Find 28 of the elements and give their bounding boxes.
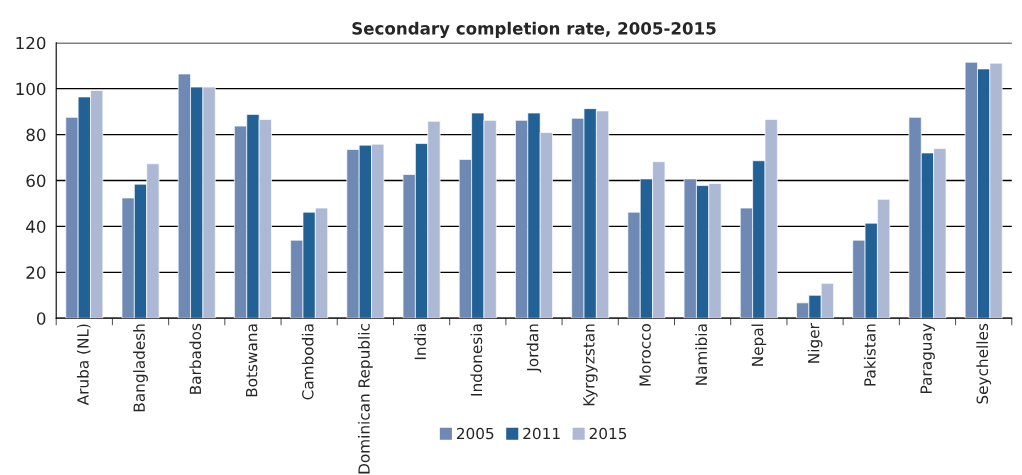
x-tick-label: Nepal xyxy=(751,324,767,366)
y-tick-label: 60 xyxy=(26,174,46,188)
x-tick-label: Seychelles xyxy=(976,323,992,404)
x-tick-label: Pakistan xyxy=(863,324,876,386)
x-tick-label: Bangladesh xyxy=(133,324,148,412)
chart-title: Secondary completion rate, 2005-2015 xyxy=(352,21,716,39)
legend-label: 2015 xyxy=(589,427,627,440)
y-tick-label: 0 xyxy=(36,312,46,325)
x-tick-label: Barbados xyxy=(189,323,202,394)
x-tick-label: Dominican Republic xyxy=(357,324,373,474)
x-tick-label: Morocco xyxy=(639,323,651,386)
x-tick-label: Namibia xyxy=(695,324,708,385)
legend-label: 2011 xyxy=(523,427,560,440)
legend-label: 2005 xyxy=(456,427,494,440)
x-tick-label: Paraguay xyxy=(920,323,935,393)
x-tick-label: Indonesia xyxy=(470,324,483,396)
x-tick-label: India xyxy=(414,324,427,360)
x-tick-label: Cambodia xyxy=(301,324,314,400)
y-tick-label: 20 xyxy=(26,266,46,279)
y-tick-label: 80 xyxy=(26,128,46,142)
x-tick-label: Jordan xyxy=(526,324,542,373)
x-tick-label: Botswana xyxy=(246,324,258,397)
x-tick-label: Niger xyxy=(807,323,823,363)
x-tick-label: Aruba (NL) xyxy=(76,324,91,406)
y-tick-label: 120 xyxy=(16,36,46,50)
x-tick-label: Kyrgyzstan xyxy=(583,324,598,406)
y-tick-label: 40 xyxy=(26,220,46,233)
y-tick-label: 100 xyxy=(16,82,46,96)
